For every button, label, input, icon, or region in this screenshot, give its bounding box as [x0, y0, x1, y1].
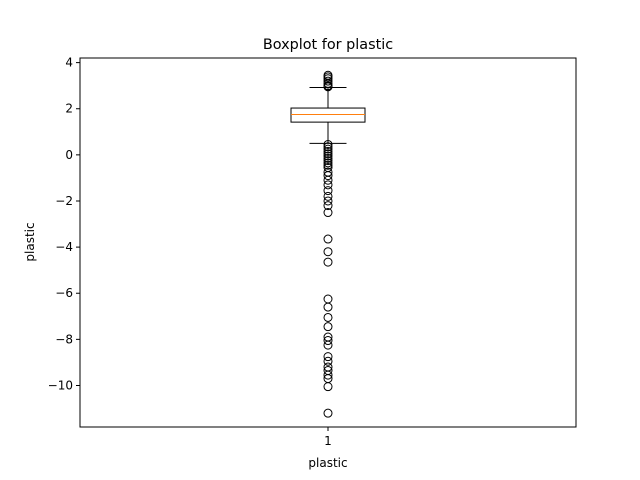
outlier-point: [323, 247, 333, 257]
outlier-point: [323, 180, 333, 190]
outlier-point: [323, 322, 333, 332]
outlier-point: [323, 257, 333, 267]
y-tick-label: −10: [48, 378, 73, 392]
iqr-box: [290, 107, 366, 123]
y-tick-label: 2: [65, 102, 73, 116]
outlier-point: [323, 160, 333, 170]
outlier-point: [323, 156, 333, 166]
y-tick-label: −2: [55, 194, 73, 208]
outlier-point: [323, 175, 333, 185]
outlier-point: [323, 208, 333, 218]
x-axis-label: plastic: [308, 456, 347, 470]
outlier-point: [323, 356, 333, 366]
y-tick-label: 4: [65, 56, 73, 70]
x-axis: 1: [324, 427, 332, 448]
outlier-point: [323, 186, 333, 196]
outlier-point: [323, 149, 333, 159]
outlier-point: [323, 340, 333, 350]
outlier-point: [323, 144, 333, 154]
outlier-point: [323, 312, 333, 322]
outlier-point: [323, 146, 333, 156]
chart-title: Boxplot for plastic: [263, 37, 393, 53]
outlier-point: [323, 142, 333, 152]
outlier-point: [323, 382, 333, 392]
outlier-point: [323, 78, 333, 88]
plot-area: [79, 57, 577, 428]
outlier-point: [323, 352, 333, 362]
outlier-point: [323, 82, 333, 92]
outlier-point: [323, 201, 333, 211]
outlier-point: [323, 76, 333, 86]
outlier-point: [323, 158, 333, 168]
y-tick-label: −4: [55, 240, 73, 254]
outlier-point: [323, 196, 333, 206]
outlier-point: [323, 302, 333, 312]
y-axis: 4 2 0 −2 −4 −6 −8 −10: [48, 56, 80, 392]
outlier-point: [323, 139, 333, 149]
y-tick-label: −8: [55, 332, 73, 346]
outlier-point: [323, 151, 333, 161]
outlier-point: [323, 408, 333, 418]
y-axis-label: plastic: [23, 222, 37, 261]
outlier-point: [323, 153, 333, 163]
outlier-point: [323, 294, 333, 304]
x-tick-label: 1: [324, 434, 332, 448]
outlier-point: [323, 191, 333, 201]
outlier-point: [323, 171, 333, 181]
outlier-group: [323, 70, 333, 418]
outlier-point: [323, 370, 333, 380]
y-tick-label: 0: [65, 148, 73, 162]
y-tick-label: −6: [55, 286, 73, 300]
outlier-point: [323, 336, 333, 346]
box-group: [290, 87, 366, 144]
outlier-point: [323, 234, 333, 244]
